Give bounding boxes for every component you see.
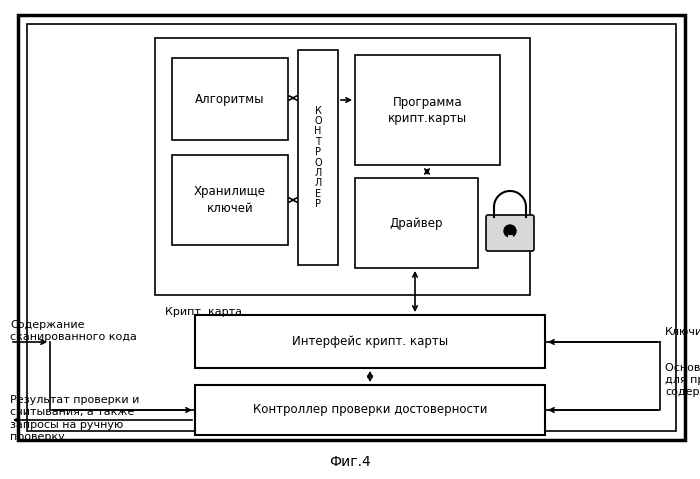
Text: К
О
Н
Т
Р
О
Л
Л
Е
Р: К О Н Т Р О Л Л Е Р	[314, 106, 322, 209]
Text: Ключи: Ключи	[665, 327, 700, 337]
Bar	[27, 24, 676, 431]
Text: Драйвер: Драйвер	[390, 217, 443, 229]
FancyBboxPatch shape	[486, 215, 534, 251]
Text: Результат проверки и
считывания, а также
запросы на ручную
проверку: Результат проверки и считывания, а также…	[10, 395, 139, 442]
Bar	[355, 55, 500, 165]
Bar	[18, 15, 685, 440]
Bar	[195, 315, 545, 368]
Text: Крипт. карта: Крипт. карта	[165, 307, 242, 317]
Bar	[298, 50, 338, 265]
Bar	[195, 385, 545, 435]
Text: Основные данные
для проверки
содержания: Основные данные для проверки содержания	[665, 363, 700, 398]
Bar	[172, 58, 288, 140]
Text: Программа
крипт.карты: Программа крипт.карты	[388, 95, 467, 125]
Text: Алгоритмы: Алгоритмы	[195, 92, 265, 105]
Bar	[155, 38, 530, 295]
Bar	[355, 178, 478, 268]
Circle shape	[504, 225, 516, 237]
Text: Контроллер проверки достоверности: Контроллер проверки достоверности	[253, 403, 487, 417]
Text: Интерфейс крипт. карты: Интерфейс крипт. карты	[292, 335, 448, 348]
Text: Фиг.4: Фиг.4	[329, 455, 371, 469]
Bar	[172, 155, 288, 245]
Text: Содержание
сканированного кода: Содержание сканированного кода	[10, 320, 137, 342]
Text: Хранилище
ключей: Хранилище ключей	[194, 185, 266, 215]
